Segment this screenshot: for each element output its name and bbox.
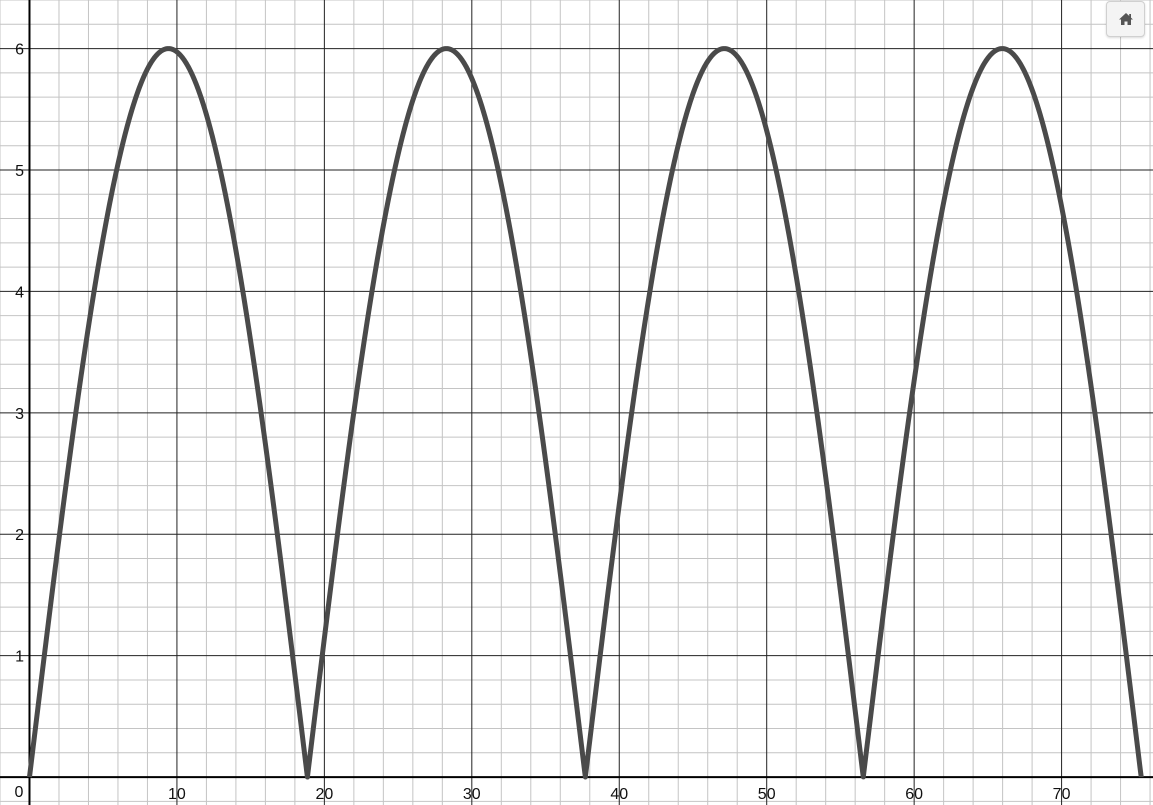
series-curve — [27, 46, 1144, 780]
y-tick-label: 4 — [15, 284, 24, 301]
x-tick-label: 10 — [168, 786, 186, 803]
plot-area — [27, 46, 1144, 780]
home-button[interactable] — [1106, 1, 1145, 37]
x-tick-label: 40 — [610, 786, 628, 803]
x-tick-label: 30 — [463, 786, 481, 803]
x-tick-label: 50 — [758, 786, 776, 803]
y-tick-label: 3 — [15, 406, 24, 423]
home-icon — [1118, 13, 1133, 25]
origin-label: 0 — [15, 784, 24, 801]
x-tick-label: 60 — [905, 786, 923, 803]
x-tick-label: 20 — [315, 786, 333, 803]
y-tick-label: 6 — [15, 42, 24, 59]
y-tick-label: 1 — [15, 649, 24, 666]
y-tick-label: 5 — [15, 163, 24, 180]
x-tick-label: 70 — [1053, 786, 1071, 803]
y-tick-label: 2 — [15, 527, 24, 544]
